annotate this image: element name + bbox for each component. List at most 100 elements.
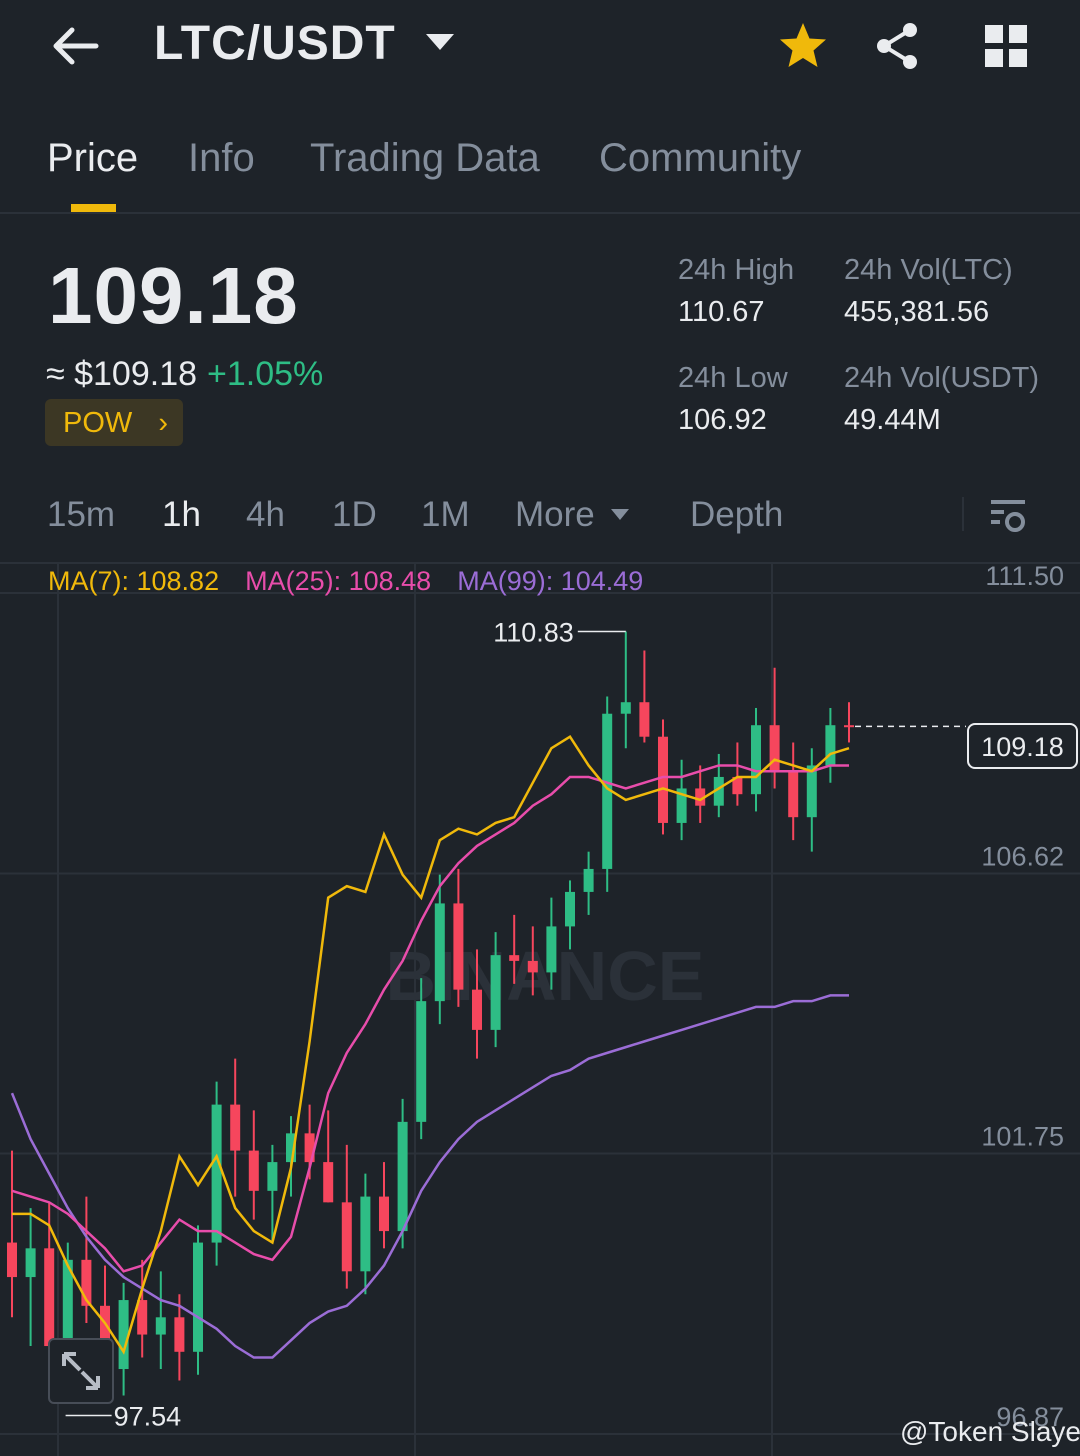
vol-base-value: 455,381.56 [844, 296, 990, 328]
back-arrow-icon[interactable] [48, 18, 104, 74]
candle-body [713, 776, 724, 806]
ma7-line [12, 735, 850, 1355]
candle-body [620, 702, 631, 714]
candle-body [658, 736, 668, 823]
candle-body [695, 788, 706, 806]
max-price-label: 110.83 [493, 618, 574, 648]
pair-title[interactable]: LTC/USDT [154, 17, 396, 70]
candle-body [397, 1121, 408, 1232]
high-label: 24h High [678, 254, 795, 286]
candle-body [25, 1248, 36, 1278]
last-price: 109.18 [48, 251, 299, 340]
candle-body [583, 868, 594, 892]
candlestick-chart[interactable]: 111.50 106.62 101.75 96.87 BINANCE 110.83 97… [0, 563, 1080, 1456]
tab-trading-data[interactable]: Trading Data [310, 136, 540, 180]
candle-body [267, 1162, 278, 1191]
candle-body [639, 702, 650, 737]
candle-body [490, 955, 501, 1030]
candle-body [100, 1305, 110, 1370]
vol-quote-label: 24h Vol(USDT) [844, 362, 1040, 394]
chevron-down-icon[interactable] [426, 34, 454, 50]
fiat-price-row: ≈ $109.18 +1.05% [46, 355, 323, 394]
tab-info[interactable]: Info [188, 136, 255, 180]
interval-more[interactable]: More [515, 495, 595, 534]
price-change: +1.05% [207, 355, 324, 393]
current-price-tag[interactable]: 109.18 [967, 723, 1078, 769]
candle-body [416, 1001, 427, 1122]
interval-4h[interactable]: 4h [246, 495, 285, 534]
top-bar: LTC/USDT [0, 0, 1080, 95]
candle-body [286, 1133, 296, 1163]
high-value: 110.67 [678, 296, 765, 328]
candle-body [434, 903, 445, 1002]
candle-body [732, 776, 743, 795]
candle-body [806, 765, 817, 818]
depth-tab[interactable]: Depth [690, 495, 784, 534]
expand-button[interactable] [48, 1338, 114, 1404]
tab-price[interactable]: Price [47, 136, 139, 180]
interval-15m[interactable]: 15m [47, 495, 116, 534]
ma99-legend: MA(99): 104.49 [457, 566, 644, 596]
star-icon[interactable] [777, 20, 829, 72]
candle-body [174, 1317, 185, 1352]
chart-settings-icon[interactable] [988, 497, 1028, 533]
candle-body [825, 725, 836, 766]
min-price-label: 97.54 [114, 1401, 182, 1431]
tab-community[interactable]: Community [599, 136, 802, 180]
candle-body [7, 1242, 17, 1278]
candle-body [788, 771, 799, 818]
vol-quote-value: 49.44M [844, 404, 941, 436]
candle-body [44, 1248, 55, 1347]
author-watermark: @Token Slayer [900, 1416, 1080, 1447]
candle-body [379, 1196, 389, 1232]
candle-body [230, 1104, 241, 1151]
candle-body [81, 1259, 92, 1306]
candle-body [137, 1300, 148, 1335]
candle-body [341, 1202, 352, 1272]
interval-bar: 15m 1h 4h 1D 1M More Depth [0, 495, 1080, 555]
share-icon[interactable] [872, 20, 924, 72]
candle-body [155, 1317, 166, 1335]
chart-area[interactable] [0, 562, 1080, 1456]
chevron-right-icon: › [158, 407, 169, 439]
low-value: 106.92 [678, 404, 767, 436]
y-tick-label: 101.75 [981, 1121, 1064, 1151]
divider [962, 497, 964, 531]
candle-body [602, 713, 613, 869]
main-tabs: Price Info Trading Data Community [0, 110, 1080, 214]
y-tick-label: 96.87 [996, 1402, 1064, 1432]
candle-body [676, 788, 687, 823]
interval-1m[interactable]: 1M [421, 495, 470, 534]
candle-body [565, 891, 575, 927]
ma-legend: MA(7): 108.82 MA(25): 108.48 MA(99): 104.4… [48, 566, 643, 597]
candle-body [62, 1259, 73, 1347]
expand-icon [62, 1352, 100, 1390]
vol-base-label: 24h Vol(LTC) [844, 254, 1013, 286]
candle-body [751, 725, 761, 795]
caret-down-icon[interactable] [611, 509, 629, 520]
candle-body [211, 1104, 222, 1243]
y-tick-label: 106.62 [981, 842, 1064, 872]
candle-body [323, 1162, 334, 1203]
candle-body [304, 1133, 315, 1163]
ma7-legend: MA(7): 108.82 [48, 566, 220, 596]
candle-body [769, 725, 780, 772]
ma99-line [10, 994, 849, 1359]
candle-body [844, 725, 854, 728]
candle-body [248, 1150, 259, 1191]
low-label: 24h Low [678, 362, 788, 394]
tag-label: POW [63, 407, 133, 439]
y-tick-label: 111.50 [985, 563, 1064, 591]
grid-icon[interactable] [980, 20, 1032, 72]
candle-body [360, 1196, 371, 1272]
interval-1d[interactable]: 1D [332, 495, 377, 534]
candle-body [527, 960, 538, 973]
candle-body [472, 989, 482, 1030]
interval-1h[interactable]: 1h [162, 495, 201, 534]
pow-tag[interactable]: POW › [45, 399, 183, 446]
candle-body [118, 1300, 129, 1370]
candle-body [453, 903, 464, 990]
active-tab-indicator [71, 204, 116, 212]
candle-body [193, 1242, 203, 1352]
ma25-legend: MA(25): 108.48 [245, 566, 432, 596]
